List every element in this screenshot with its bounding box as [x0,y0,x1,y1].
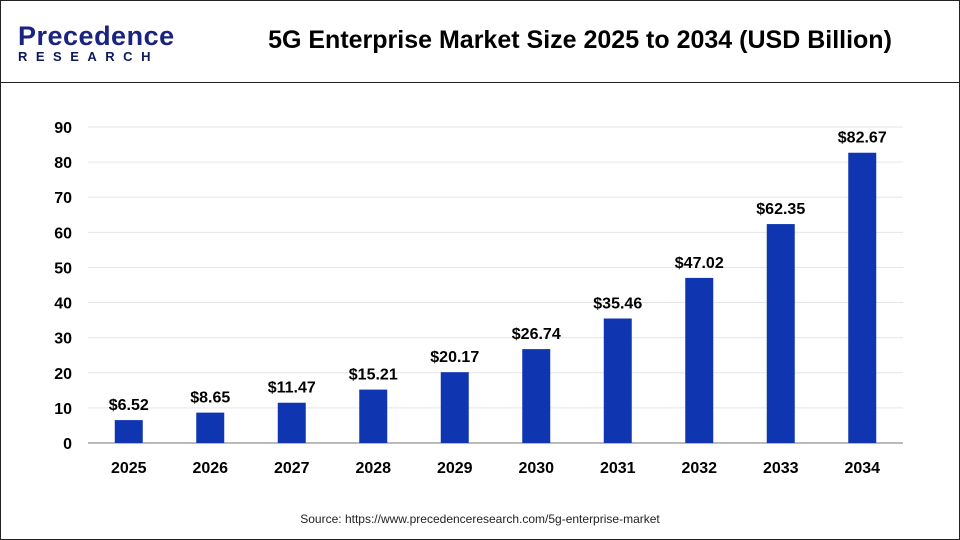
data-label: $62.35 [756,201,805,218]
y-tick-label: 90 [54,120,72,137]
chart-title: 5G Enterprise Market Size 2025 to 2034 (… [268,26,892,54]
data-label: $82.67 [838,130,887,147]
y-tick-label: 70 [54,190,72,207]
data-label: $26.74 [512,326,561,343]
x-tick-label: 2033 [763,460,799,477]
logo-line1: Precedence [18,21,175,51]
bar [277,402,306,443]
y-tick-label: 40 [54,296,72,313]
y-tick-label: 0 [63,436,72,453]
data-label: $8.65 [190,390,230,407]
data-label: $15.21 [349,367,398,384]
data-label: $47.02 [675,255,724,272]
header: Precedence RESEARCH 5G Enterprise Market… [0,0,960,83]
data-label: $35.46 [593,295,642,312]
y-tick-label: 20 [54,366,72,383]
x-tick-label: 2034 [844,460,880,477]
x-tick-label: 2027 [274,460,310,477]
bar [196,412,225,443]
x-tick-label: 2032 [681,460,717,477]
data-label: $20.17 [430,349,479,366]
bar [440,372,469,443]
x-tick-label: 2026 [192,460,228,477]
bar [848,152,877,443]
bar [522,349,551,443]
y-tick-label: 80 [54,155,72,172]
y-tick-label: 30 [54,331,72,348]
x-tick-label: 2031 [600,460,636,477]
x-tick-label: 2029 [437,460,473,477]
bar [685,277,714,443]
y-tick-label: 60 [54,225,72,242]
bar [603,318,632,443]
y-tick-label: 50 [54,260,72,277]
source-text: Source: https://www.precedenceresearch.c… [300,512,660,526]
bar [114,420,143,443]
logo-line2: RESEARCH [18,49,159,64]
data-label: $6.52 [109,397,149,414]
bar [359,389,388,443]
x-tick-label: 2028 [355,460,391,477]
y-tick-label: 10 [54,401,72,418]
bar [766,224,795,443]
x-tick-label: 2025 [111,460,147,477]
logo: Precedence RESEARCH [18,22,175,64]
data-label: $11.47 [268,380,316,397]
x-tick-label: 2030 [518,460,554,477]
